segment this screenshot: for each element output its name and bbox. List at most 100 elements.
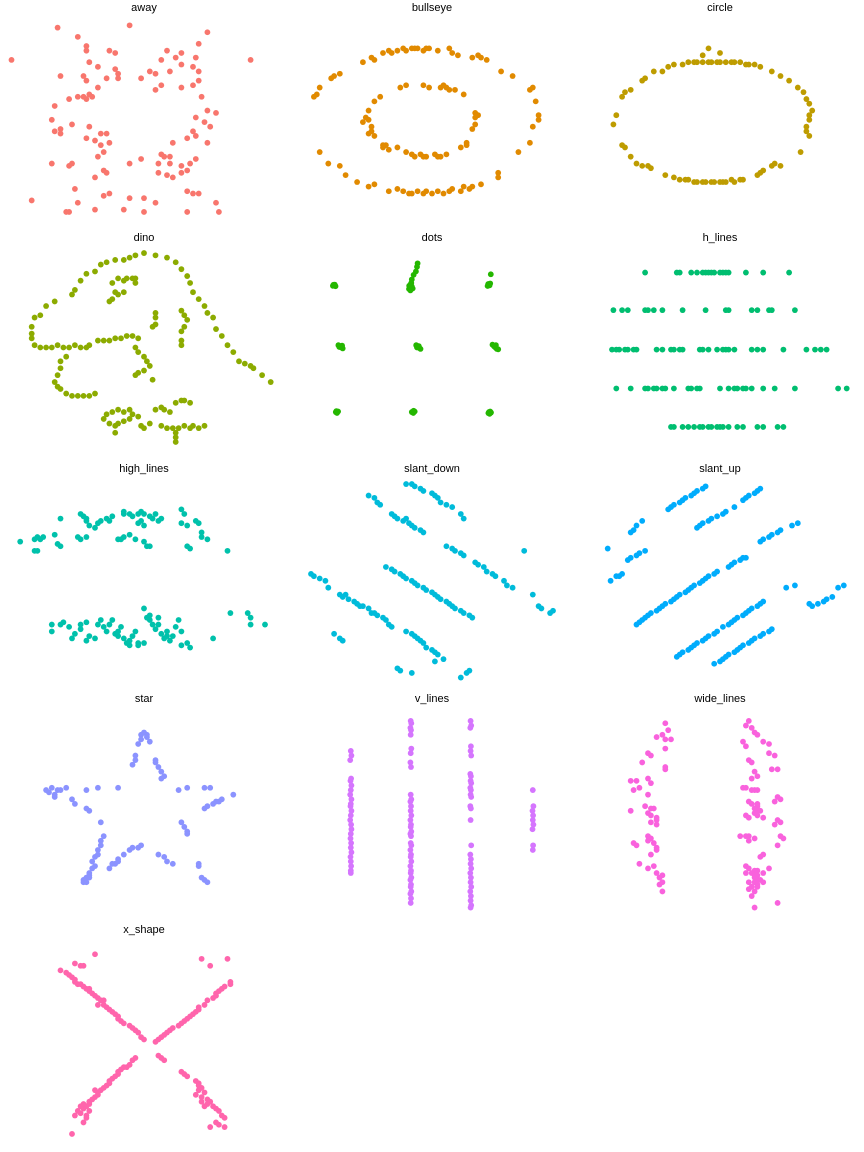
data-point [92,950,98,957]
data-point [141,195,147,202]
data-point [80,73,87,79]
data-point [48,628,55,635]
data-point [748,605,755,612]
data-point [662,385,669,392]
data-point [385,188,392,195]
data-point [112,430,119,437]
data-point [184,639,191,646]
data-point [639,77,646,84]
data-point [195,77,202,84]
data-point [452,605,458,612]
panel-title: slant_down [404,462,460,475]
data-point [149,324,156,331]
data-point [106,421,113,427]
data-point [227,609,234,616]
data-point [665,63,672,70]
data-point [365,116,372,123]
data-point [267,379,274,386]
data-point [95,153,101,160]
data-point [725,270,732,276]
data-point [103,628,110,635]
data-point [550,607,556,614]
data-point [354,179,360,185]
data-point [371,133,378,139]
data-point [743,743,749,750]
data-point [467,888,474,895]
data-point [126,642,133,648]
data-point [190,63,196,70]
data-point [371,181,378,188]
data-point [195,425,202,432]
data-point [221,1123,228,1130]
data-point [650,68,657,75]
data-point [221,1114,228,1121]
data-point [204,29,211,36]
data-point [83,47,90,54]
data-point [766,750,772,757]
data-point [51,103,58,109]
data-point [731,347,738,353]
data-point [178,506,185,513]
data-point [745,61,752,68]
data-point [247,621,254,628]
data-point [112,335,119,342]
data-point [83,43,90,49]
data-point [408,895,414,902]
data-point [311,573,317,579]
data-point [109,616,116,623]
data-point [748,759,755,766]
data-point [167,160,173,167]
data-point [92,137,98,144]
data-point [757,808,764,814]
data-point [74,1107,81,1114]
data-point [691,582,697,589]
panel-title: v_lines [414,693,450,706]
panel-wide_lines: wide_lines [576,691,864,921]
data-point [221,983,228,989]
data-point [720,623,726,630]
data-point [155,169,162,176]
data-point [28,197,35,204]
data-point [685,176,692,183]
data-point [184,167,191,174]
data-point [178,342,185,349]
data-point [806,133,813,139]
data-point [100,623,107,630]
data-point [671,174,677,181]
data-point [348,808,355,814]
data-point [406,190,412,197]
data-point [694,639,700,646]
panel-circle: circle [576,0,864,230]
data-point [766,741,772,748]
data-point [411,483,418,490]
data-point [760,536,767,543]
data-point [803,347,810,353]
data-point [216,798,222,805]
data-point [86,808,93,814]
data-point [152,315,159,321]
data-point [66,209,72,215]
data-point [8,56,15,63]
data-point [610,307,617,314]
data-point [74,33,81,40]
data-point [434,494,441,501]
data-point [152,310,159,317]
data-point [109,861,116,867]
data-point [609,347,615,353]
data-point [175,787,182,794]
data-point [468,893,474,900]
data-point [653,847,660,854]
data-point [530,803,537,810]
data-point [648,609,654,616]
data-point [702,179,709,185]
data-point [178,520,185,526]
data-point [440,190,447,197]
data-point [403,628,409,635]
data-point [671,385,677,392]
data-point [452,86,458,93]
data-point [146,543,153,549]
data-point [178,266,185,273]
data-point [181,824,188,831]
data-point [347,757,354,764]
data-point [201,303,208,310]
